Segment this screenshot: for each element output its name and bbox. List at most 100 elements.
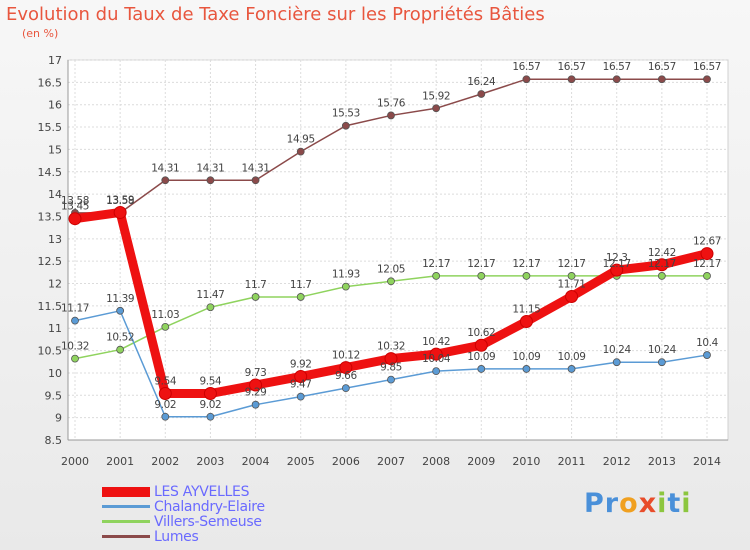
data-point (567, 272, 576, 280)
x-tick-label: 2001 (106, 455, 134, 468)
data-label: 12.17 (512, 258, 540, 270)
data-point (251, 293, 260, 301)
y-tick-label: 14.5 (38, 166, 63, 179)
data-label: 16.24 (467, 76, 496, 88)
data-label: 11.39 (106, 293, 134, 305)
legend-label: Villers-Semeuse (154, 513, 262, 530)
data-label: 9.54 (200, 376, 222, 388)
data-point (657, 75, 666, 84)
data-label: 9.66 (335, 370, 357, 382)
data-point (567, 75, 576, 84)
data-label: 9.85 (380, 362, 402, 374)
y-tick-label: 17 (48, 54, 62, 67)
x-tick-label: 2003 (196, 455, 224, 468)
data-point (610, 263, 624, 277)
data-label: 10.42 (422, 336, 450, 348)
data-label: 16.57 (512, 61, 540, 73)
data-point (296, 147, 305, 156)
data-point (251, 176, 260, 185)
data-label: 9.02 (154, 399, 176, 411)
data-point (432, 104, 441, 113)
data-label: 9.92 (290, 359, 312, 371)
data-label: 12.05 (377, 263, 405, 275)
data-point (432, 272, 441, 280)
data-point (161, 412, 170, 421)
y-tick-label: 10.5 (38, 345, 63, 358)
data-point (474, 338, 488, 352)
data-point (522, 75, 531, 84)
x-tick-label: 2013 (648, 455, 676, 468)
legend-swatch (102, 535, 150, 538)
data-label: 12.3 (606, 252, 628, 264)
legend-item: Villers-Semeuse (102, 513, 262, 530)
data-point (341, 121, 350, 130)
data-label: 10.09 (558, 351, 586, 363)
x-tick-label: 2011 (558, 455, 586, 468)
data-label: 12.42 (648, 247, 676, 259)
data-point (203, 387, 217, 401)
data-point (384, 352, 398, 366)
data-point (703, 75, 711, 84)
x-tick-label: 2004 (242, 455, 270, 468)
data-point (206, 303, 215, 312)
data-point (294, 370, 308, 384)
data-point (341, 282, 350, 291)
data-label: 15.53 (332, 108, 360, 120)
data-point (296, 392, 305, 401)
y-tick-label: 12.5 (38, 255, 63, 268)
data-point (429, 347, 443, 361)
legend-label: Lumes (154, 528, 199, 545)
y-axis-unit-label: (en %) (22, 27, 59, 40)
data-label: 12.67 (693, 236, 721, 248)
y-tick-label: 15 (48, 143, 62, 156)
data-label: 13.45 (61, 201, 89, 213)
logo-letter: P (584, 488, 605, 519)
legend-swatch (102, 520, 150, 523)
data-label: 11.7 (245, 279, 267, 291)
legend-item: Chalandry-Elaire (102, 499, 265, 515)
data-point (341, 384, 350, 393)
data-label: 10.32 (61, 341, 89, 353)
data-label: 10.52 (106, 332, 134, 344)
data-label: 11.15 (512, 304, 540, 316)
legend-item: Lumes (102, 528, 199, 545)
data-label: 14.31 (196, 162, 224, 174)
data-point (251, 400, 260, 409)
data-point (477, 272, 486, 280)
x-tick-label: 2010 (512, 455, 540, 468)
data-label: 14.31 (151, 162, 179, 174)
data-label: 12.17 (648, 258, 676, 270)
data-point (522, 365, 531, 373)
data-point (161, 322, 170, 331)
x-tick-label: 2008 (422, 455, 450, 468)
y-tick-label: 9 (55, 412, 62, 425)
data-point (71, 316, 79, 325)
data-label: 11.47 (196, 289, 224, 301)
chart-title: Evolution du Taux de Taxe Foncière sur l… (6, 4, 545, 25)
data-label: 10.32 (377, 341, 405, 353)
data-point (206, 412, 215, 421)
data-point (116, 345, 125, 354)
data-label: 10.09 (467, 351, 495, 363)
data-point (477, 365, 486, 373)
legend-item: LES AYVELLES (102, 484, 249, 500)
data-point (113, 205, 127, 219)
data-label: 10.09 (512, 351, 540, 363)
data-label: 11.93 (332, 269, 360, 281)
y-tick-label: 11.5 (38, 300, 63, 313)
data-point (612, 358, 621, 367)
data-point (387, 375, 395, 384)
data-point (612, 75, 621, 84)
y-tick-label: 15.5 (38, 121, 63, 134)
data-label: 10.12 (332, 350, 360, 362)
y-tick-label: 12 (48, 278, 62, 291)
data-label: 9.54 (154, 376, 176, 388)
data-label: 16.57 (648, 61, 676, 73)
x-tick-label: 2007 (377, 455, 405, 468)
data-point (432, 367, 441, 376)
data-point (296, 293, 305, 301)
data-label: 14.95 (287, 134, 315, 146)
data-label: 15.92 (422, 90, 450, 102)
logo-letter: o (619, 488, 639, 519)
